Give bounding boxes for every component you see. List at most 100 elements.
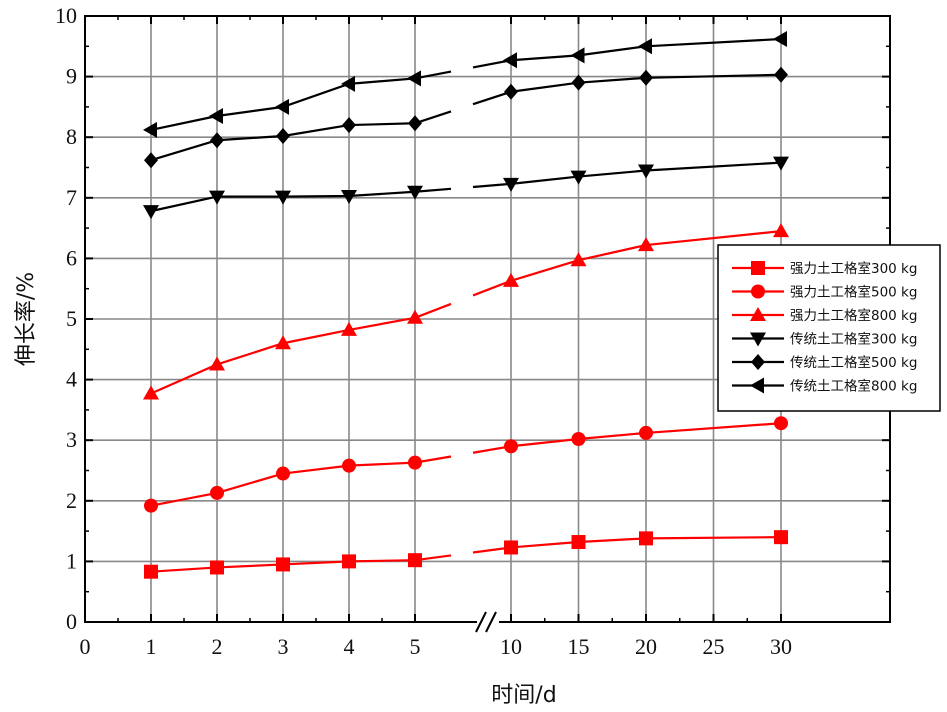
data-point	[774, 66, 788, 83]
legend-marker	[750, 307, 766, 321]
data-point	[408, 553, 422, 568]
data-point	[275, 98, 289, 115]
x-tick-label: 4	[344, 634, 355, 659]
series-line	[472, 536, 782, 554]
data-point	[504, 83, 518, 100]
data-point	[209, 190, 225, 205]
data-point	[407, 309, 423, 324]
data-point	[408, 115, 422, 132]
series-3	[143, 223, 789, 400]
data-point	[774, 530, 788, 545]
y-tick-label: 1	[66, 548, 77, 573]
legend-marker	[750, 377, 764, 394]
data-point	[143, 205, 159, 220]
x-tick-label: 15	[568, 634, 590, 659]
series-line	[150, 110, 452, 162]
data-point	[571, 74, 586, 91]
data-point	[276, 127, 290, 144]
data-point	[341, 189, 357, 204]
data-point	[503, 272, 519, 287]
data-point	[570, 47, 585, 64]
data-point	[144, 152, 158, 169]
data-point	[341, 321, 357, 336]
y-tick-label: 6	[66, 245, 77, 270]
data-point	[571, 535, 586, 550]
x-tick-label: 1	[146, 634, 157, 659]
x-axis-title: 时间/d	[491, 683, 556, 708]
axis-break-mark	[485, 611, 497, 633]
legend-label: 强力土工格室800 kg	[790, 307, 917, 324]
data-point	[774, 416, 788, 431]
data-point	[773, 223, 789, 238]
y-tick-label: 8	[66, 124, 77, 149]
y-tick-label: 7	[66, 185, 77, 210]
data-point	[503, 52, 517, 69]
y-tick-label: 3	[66, 427, 77, 452]
series-line	[472, 73, 782, 106]
y-axis-title: 伸长率/%	[14, 272, 39, 366]
series-5	[144, 66, 788, 169]
series-2	[144, 416, 788, 513]
data-point	[210, 485, 224, 500]
data-point	[571, 431, 586, 446]
series-line	[472, 161, 782, 189]
legend-marker	[751, 261, 765, 275]
series-6	[143, 31, 787, 138]
data-point	[638, 164, 654, 179]
axis-layer: 0 1 2 3 4 5 6 7 8 9 10 0 1 2 3 4 5 10 15 20 25 30	[55, 3, 891, 659]
data-point	[503, 177, 519, 192]
legend-marker	[751, 354, 765, 370]
data-point	[341, 75, 355, 92]
data-point	[276, 466, 290, 481]
data-point	[210, 132, 224, 149]
data-point	[407, 185, 423, 200]
data-point	[504, 540, 518, 555]
data-point	[504, 439, 518, 454]
x-tick-label: 5	[410, 634, 421, 659]
legend: 强力土工格室300 kg 强力土工格室500 kg 强力土工格室800 kg 传统土工…	[717, 244, 941, 412]
series-line	[472, 37, 782, 69]
data-point	[342, 458, 356, 473]
data-point	[143, 385, 159, 400]
data-point	[144, 498, 158, 513]
x-tick-label: 0	[80, 634, 91, 659]
legend-marker	[751, 284, 765, 299]
series-line	[150, 70, 452, 132]
series-line	[150, 302, 452, 395]
y-tick-label: 5	[66, 306, 77, 331]
series-line	[150, 187, 452, 213]
data-point	[342, 117, 356, 134]
data-point	[144, 564, 158, 579]
data-point	[639, 531, 653, 546]
legend-label: 传统土工格室300 kg	[790, 331, 917, 348]
series-1	[144, 530, 788, 579]
x-tick-label: 3	[278, 634, 289, 659]
legend-label: 强力土工格室300 kg	[790, 260, 917, 277]
y-tick-label: 2	[66, 488, 77, 513]
data-point	[773, 31, 787, 48]
data-point	[570, 252, 587, 267]
data-point	[639, 69, 653, 86]
x-tick-label: 30	[770, 634, 792, 659]
data-point	[408, 455, 422, 470]
x-tick-label: 2	[212, 634, 223, 659]
data-point	[276, 557, 290, 572]
data-point	[342, 554, 356, 569]
data-point	[210, 560, 224, 575]
x-tick-label: 20	[635, 634, 657, 659]
series-line	[472, 422, 782, 454]
data-point	[209, 356, 225, 371]
legend-label: 传统土工格室500 kg	[790, 354, 917, 371]
legend-label: 强力土工格室500 kg	[790, 284, 917, 301]
series-4	[143, 156, 789, 220]
data-point	[773, 156, 789, 171]
data-point	[275, 190, 291, 205]
y-tick-label: 0	[66, 609, 77, 634]
data-point	[407, 70, 421, 87]
y-tick-label: 9	[66, 64, 77, 89]
y-tick-label: 4	[66, 367, 77, 392]
series-line	[150, 455, 452, 507]
data-point	[143, 121, 157, 138]
